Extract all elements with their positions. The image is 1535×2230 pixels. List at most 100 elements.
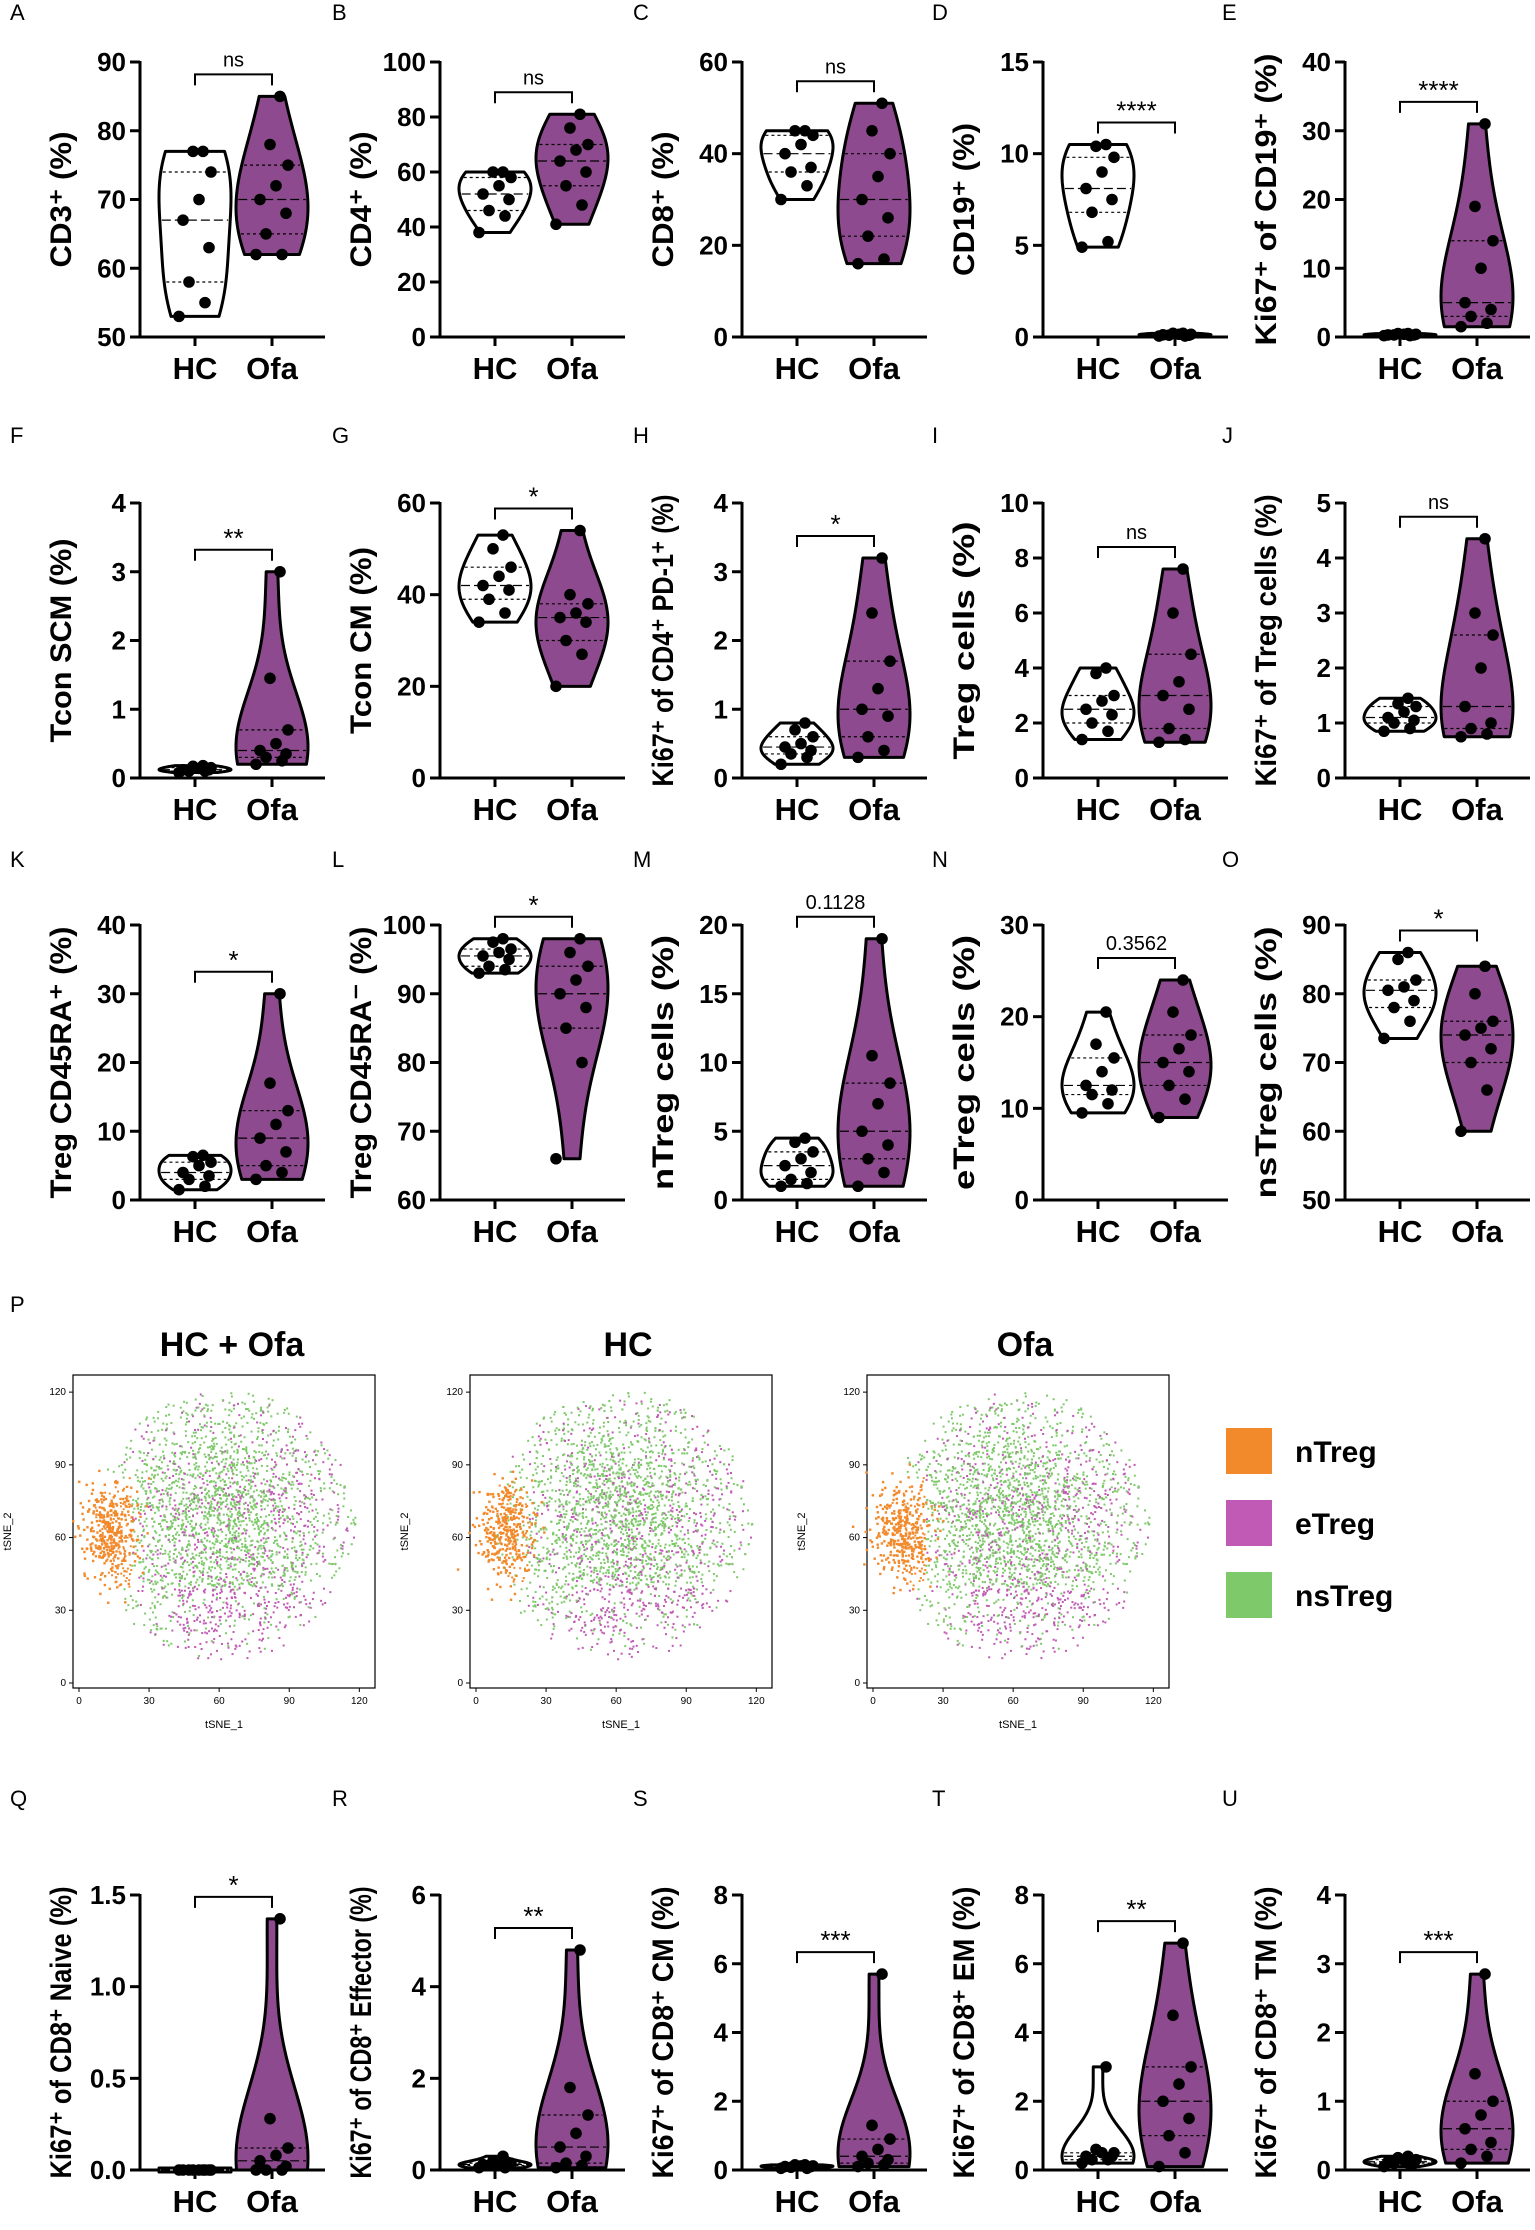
tsne-point	[182, 1510, 185, 1513]
tsne-point	[273, 1486, 276, 1489]
tsne-point	[208, 1510, 211, 1513]
tsne-point	[661, 1513, 664, 1516]
tsne-point	[620, 1537, 623, 1540]
hc-point	[795, 737, 807, 750]
tsne-point	[280, 1487, 283, 1490]
tsne-point	[198, 1576, 201, 1579]
tsne-point	[239, 1558, 242, 1561]
tsne-point	[202, 1589, 205, 1592]
tsne-point	[284, 1491, 287, 1494]
tsne-point	[192, 1431, 195, 1434]
tsne-point	[229, 1547, 232, 1550]
tsne-point	[210, 1480, 213, 1483]
tsne-point	[580, 1560, 583, 1563]
tsne-point	[299, 1545, 302, 1548]
tsne-point	[194, 1494, 197, 1497]
tsne-point	[274, 1475, 277, 1478]
tsne-point	[588, 1427, 591, 1430]
tsne-point	[138, 1557, 142, 1560]
tsne-point	[291, 1564, 294, 1567]
tsne-point	[98, 1535, 102, 1538]
tsne-point	[211, 1616, 214, 1619]
y-tick-label: 80	[97, 116, 126, 146]
tsne-point	[603, 1561, 606, 1564]
y-tick-label: 30	[1302, 116, 1331, 146]
tsne-point	[595, 1454, 598, 1457]
tsne-point	[704, 1533, 707, 1536]
tsne-point	[220, 1446, 223, 1449]
tsne-point	[98, 1547, 101, 1551]
tsne-point	[580, 1522, 583, 1525]
y-tick-label: 2	[1317, 653, 1331, 683]
tsne-point	[268, 1404, 271, 1407]
y-tick-label: 6	[1015, 1949, 1029, 1979]
tsne-point	[270, 1510, 273, 1513]
tsne-point	[556, 1515, 559, 1518]
ofa-point	[862, 1152, 874, 1165]
x-tick-label-ofa: Ofa	[1451, 792, 1503, 827]
tsne-point	[718, 1564, 721, 1567]
tsne-point	[612, 1459, 615, 1462]
tsne-point	[558, 1498, 561, 1501]
tsne-point	[137, 1538, 140, 1542]
panel-letter: R	[332, 1786, 348, 1811]
tsne-point	[676, 1514, 679, 1517]
tsne-point	[572, 1484, 575, 1487]
tsne-point	[329, 1508, 332, 1511]
tsne-point	[591, 1545, 594, 1548]
tsne-point	[258, 1562, 261, 1565]
tsne-point	[277, 1438, 280, 1441]
x-tick-label-hc: HC	[1076, 351, 1121, 386]
tsne-point	[537, 1564, 540, 1567]
tsne-point	[171, 1482, 174, 1485]
tsne-point	[239, 1434, 242, 1437]
tsne-point	[182, 1410, 185, 1413]
tsne-point	[235, 1489, 238, 1492]
tsne-point	[172, 1616, 175, 1619]
tsne-x-label: tSNE_1	[602, 1719, 640, 1731]
tsne-point	[222, 1466, 225, 1469]
tsne-point	[158, 1490, 161, 1493]
tsne-point	[249, 1481, 252, 1484]
tsne-point	[139, 1522, 142, 1525]
tsne-point	[177, 1507, 180, 1510]
y-tick-label: 40	[97, 910, 126, 940]
tsne-point	[597, 1638, 600, 1641]
tsne-point	[231, 1588, 234, 1591]
tsne-point	[91, 1559, 95, 1563]
tsne-point	[523, 1567, 526, 1570]
tsne-point	[145, 1418, 148, 1421]
tsne-point	[224, 1537, 227, 1540]
tsne-point	[207, 1616, 210, 1619]
tsne-point	[184, 1423, 187, 1426]
tsne-point	[299, 1540, 302, 1543]
tsne-point	[228, 1408, 231, 1411]
tsne-point	[241, 1401, 244, 1404]
tsne-point	[106, 1522, 109, 1525]
tsne-point	[552, 1565, 555, 1568]
tsne-point	[243, 1485, 246, 1488]
tsne-point	[104, 1523, 107, 1526]
tsne-point	[684, 1416, 687, 1419]
tsne-point	[209, 1609, 212, 1612]
tsne-point	[207, 1577, 210, 1580]
tsne-point	[116, 1504, 119, 1507]
tsne-point	[152, 1475, 155, 1478]
tsne-point	[177, 1480, 180, 1483]
tsne-point	[253, 1417, 256, 1420]
tsne-point	[227, 1645, 230, 1648]
tsne-point	[250, 1553, 253, 1556]
tsne-point	[671, 1626, 674, 1629]
tsne-x-tick-label: 90	[284, 1696, 296, 1707]
ofa-point	[1465, 310, 1477, 323]
tsne-point	[294, 1438, 297, 1441]
tsne-point	[534, 1468, 537, 1471]
tsne-point	[288, 1471, 291, 1474]
tsne-point	[111, 1541, 114, 1544]
tsne-point	[201, 1560, 204, 1563]
y-tick-label: 2	[1317, 2018, 1331, 2048]
tsne-point	[683, 1548, 686, 1551]
tsne-point	[162, 1450, 165, 1453]
